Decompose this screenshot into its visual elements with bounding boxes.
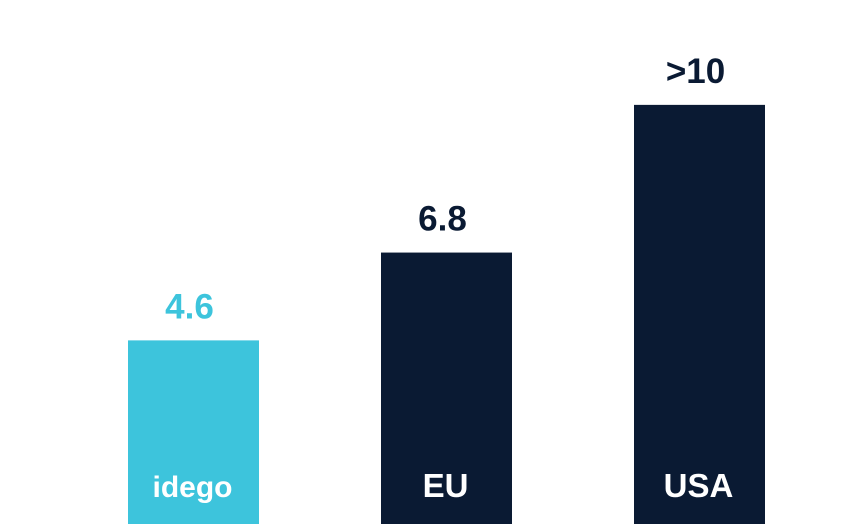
category-label-usa: USA [664,467,734,504]
value-label-usa: >10 [666,52,725,91]
bar-idego [128,340,259,524]
bar-eu [381,252,512,524]
bar-usa [634,104,765,524]
value-label-idego: 4.6 [165,287,214,326]
idego-logo-icon: idego [153,471,233,504]
value-label-eu: 6.8 [418,200,467,239]
category-label-eu: EU [423,467,469,504]
